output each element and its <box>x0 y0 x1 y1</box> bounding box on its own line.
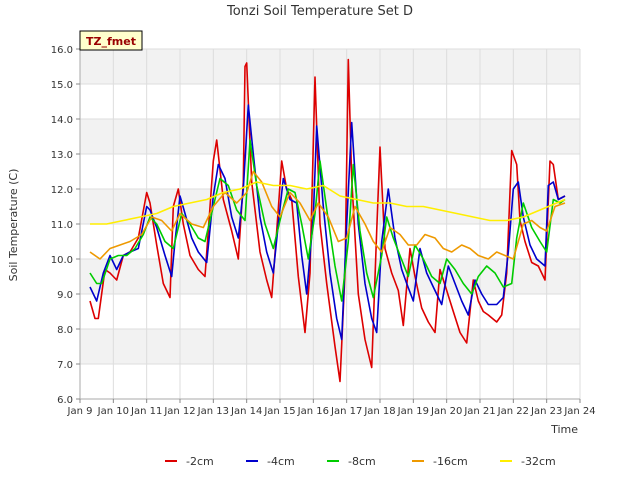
series-lines <box>89 58 566 383</box>
x-axis-ticks: Jan 9 Jan 10 Jan 11 Jan 12 Jan 13 Jan 14 Jan 1… <box>67 399 596 417</box>
y-tick-label: 10.0 <box>51 255 73 266</box>
x-tick-label: Jan 14 <box>230 406 262 417</box>
legend-label: -32cm <box>521 455 556 468</box>
y-axis-ticks: 6.0 7.0 8.0 9.0 10.0 11.0 12.0 13.0 14.0 15.0 16.0 <box>51 45 80 406</box>
badge-label: TZ_fmet <box>86 35 136 48</box>
legend-label: -8cm <box>348 455 376 468</box>
legend-label: -2cm <box>186 455 214 468</box>
x-tick-label: Jan 13 <box>197 406 229 417</box>
x-tick-label: Jan 12 <box>163 406 195 417</box>
x-tick-label: Jan 16 <box>297 406 329 417</box>
series-line-32cm <box>90 181 566 225</box>
y-tick-label: 13.0 <box>51 150 73 161</box>
chart-title: Tonzi Soil Temperature Set D <box>226 4 413 19</box>
y-tick-label: 15.0 <box>51 80 73 91</box>
y-tick-label: 16.0 <box>51 45 73 56</box>
y-tick-label: 9.0 <box>57 290 73 301</box>
y-tick-label: 14.0 <box>51 115 73 126</box>
series-line-4cm <box>89 104 566 341</box>
series-line-16cm <box>89 170 566 260</box>
x-tick-label: Jan 17 <box>330 406 362 417</box>
plot-band <box>80 329 580 364</box>
plot-band <box>80 189 580 224</box>
y-tick-label: 8.0 <box>57 325 73 336</box>
badge-box <box>79 30 143 51</box>
x-tick-label: Jan 15 <box>263 406 295 417</box>
legend: -2cm -4cm -8cm -16cm -32cm <box>165 455 556 468</box>
x-tick-label: Jan 22 <box>497 406 529 417</box>
plot-band <box>80 49 580 84</box>
y-tick-label: 11.0 <box>51 220 73 231</box>
y-tick-label: 6.0 <box>57 395 73 406</box>
plot-band <box>80 119 580 154</box>
x-tick-label: Jan 19 <box>397 406 429 417</box>
series-line-2cm <box>89 58 566 383</box>
x-tick-label: Jan 10 <box>97 406 129 417</box>
y-axis-label: Soil Temperature (C) <box>7 169 20 282</box>
x-tick-label: Jan 24 <box>563 406 595 417</box>
x-tick-label: Jan 23 <box>530 406 562 417</box>
x-axis-label: Time <box>550 423 578 436</box>
x-tick-label: Jan 9 <box>67 406 93 417</box>
y-tick-label: 7.0 <box>57 360 73 371</box>
x-tick-label: Jan 11 <box>130 406 162 417</box>
badge: TZ_fmet <box>79 30 143 51</box>
x-tick-label: Jan 20 <box>430 406 462 417</box>
legend-label: -4cm <box>267 455 295 468</box>
y-tick-label: 12.0 <box>51 185 73 196</box>
legend-label: -16cm <box>433 455 468 468</box>
series-line-8cm <box>89 139 566 302</box>
x-tick-label: Jan 18 <box>363 406 395 417</box>
x-tick-label: Jan 21 <box>463 406 495 417</box>
